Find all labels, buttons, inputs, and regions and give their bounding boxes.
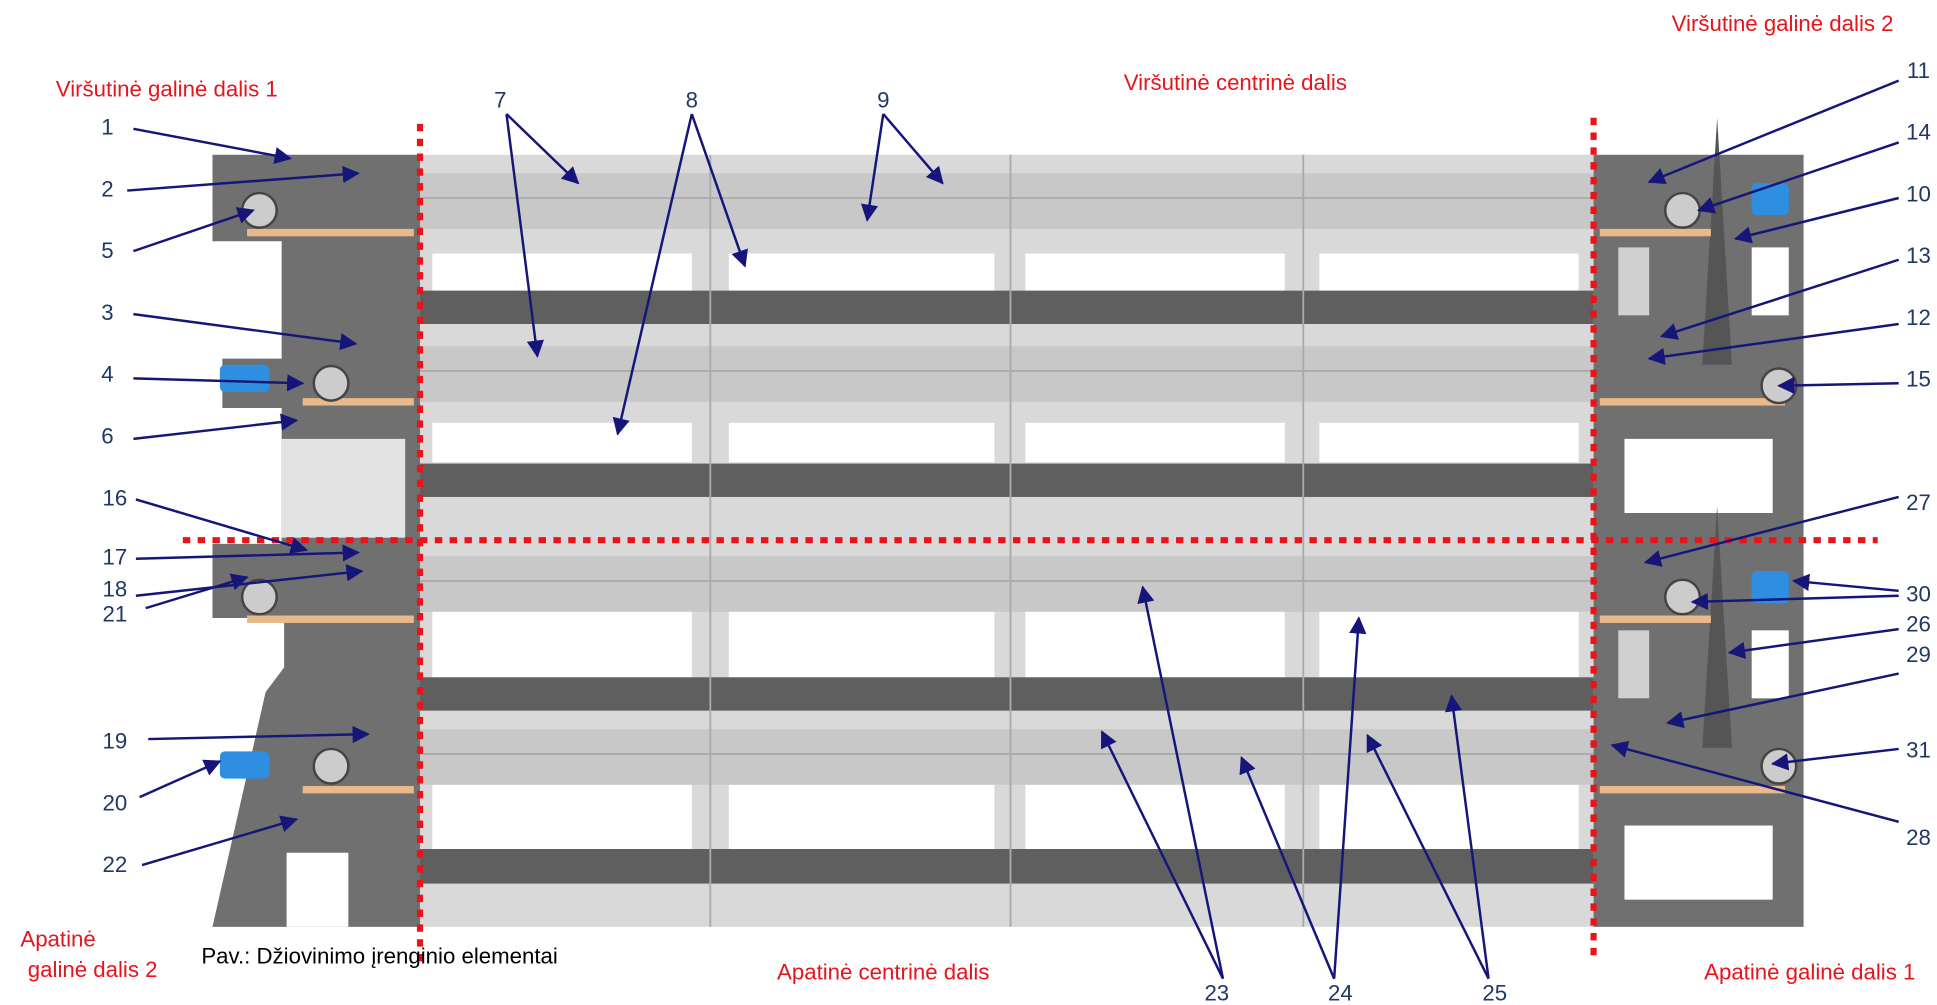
- callout-number: 10: [1906, 181, 1931, 206]
- callout-number: 30: [1906, 582, 1931, 607]
- callout-number: 12: [1906, 305, 1931, 330]
- callout-number: 19: [103, 729, 128, 754]
- section-label: Viršutinė centrinė dalis: [1124, 70, 1347, 95]
- section-label: Apatinė galinė dalis 1: [1704, 960, 1915, 985]
- caption: Pav.: Džiovinimo įrenginio elementai: [201, 944, 557, 969]
- callout-number: 25: [1482, 981, 1507, 1005]
- callout-arrow: [1794, 581, 1899, 591]
- callout-number: 2: [101, 176, 113, 201]
- callout-number: 16: [103, 485, 128, 510]
- callout-number: 28: [1906, 825, 1931, 850]
- callout-number: 4: [101, 362, 113, 387]
- callout-number: 8: [686, 88, 698, 113]
- callout-number: 23: [1204, 981, 1229, 1005]
- callout-number: 11: [1907, 58, 1930, 83]
- callout-number: 5: [101, 238, 113, 263]
- callout-number: 20: [103, 790, 128, 815]
- callout-number: 14: [1906, 120, 1931, 145]
- callout-number: 24: [1328, 981, 1353, 1005]
- section-label: Viršutinė galinė dalis 1: [56, 76, 278, 101]
- callout-arrow: [133, 420, 296, 439]
- callout-number: 6: [101, 424, 113, 449]
- callout-number: 17: [103, 545, 128, 570]
- diagram: Viršutinė galinė dalis 1 Viršutinė galinė…: [0, 0, 1937, 1005]
- callout-arrow: [133, 129, 290, 159]
- callout-number: 26: [1906, 611, 1931, 636]
- callout-number: 27: [1906, 490, 1931, 515]
- section-label: Viršutinė galinė dalis 2: [1672, 11, 1894, 36]
- callout-number: 31: [1906, 737, 1931, 762]
- callout-number: 3: [101, 300, 113, 325]
- section-label: Apatinė: [20, 926, 95, 951]
- callout-number: 21: [103, 601, 128, 626]
- callout-number: 9: [877, 88, 889, 113]
- callout-number: 29: [1906, 642, 1931, 667]
- callout-number: 18: [103, 577, 128, 602]
- callout-number: 13: [1906, 243, 1931, 268]
- callout-number: 1: [101, 115, 113, 140]
- callout-arrow: [140, 761, 220, 797]
- section-label: Apatinė centrinė dalis: [777, 960, 989, 985]
- callout-number: 7: [494, 88, 506, 113]
- section-label: galinė dalis 2: [28, 957, 158, 982]
- callout-arrow: [136, 499, 306, 550]
- callout-number: 22: [103, 852, 128, 877]
- machine: [212, 118, 1803, 927]
- callout-number: 15: [1906, 367, 1931, 392]
